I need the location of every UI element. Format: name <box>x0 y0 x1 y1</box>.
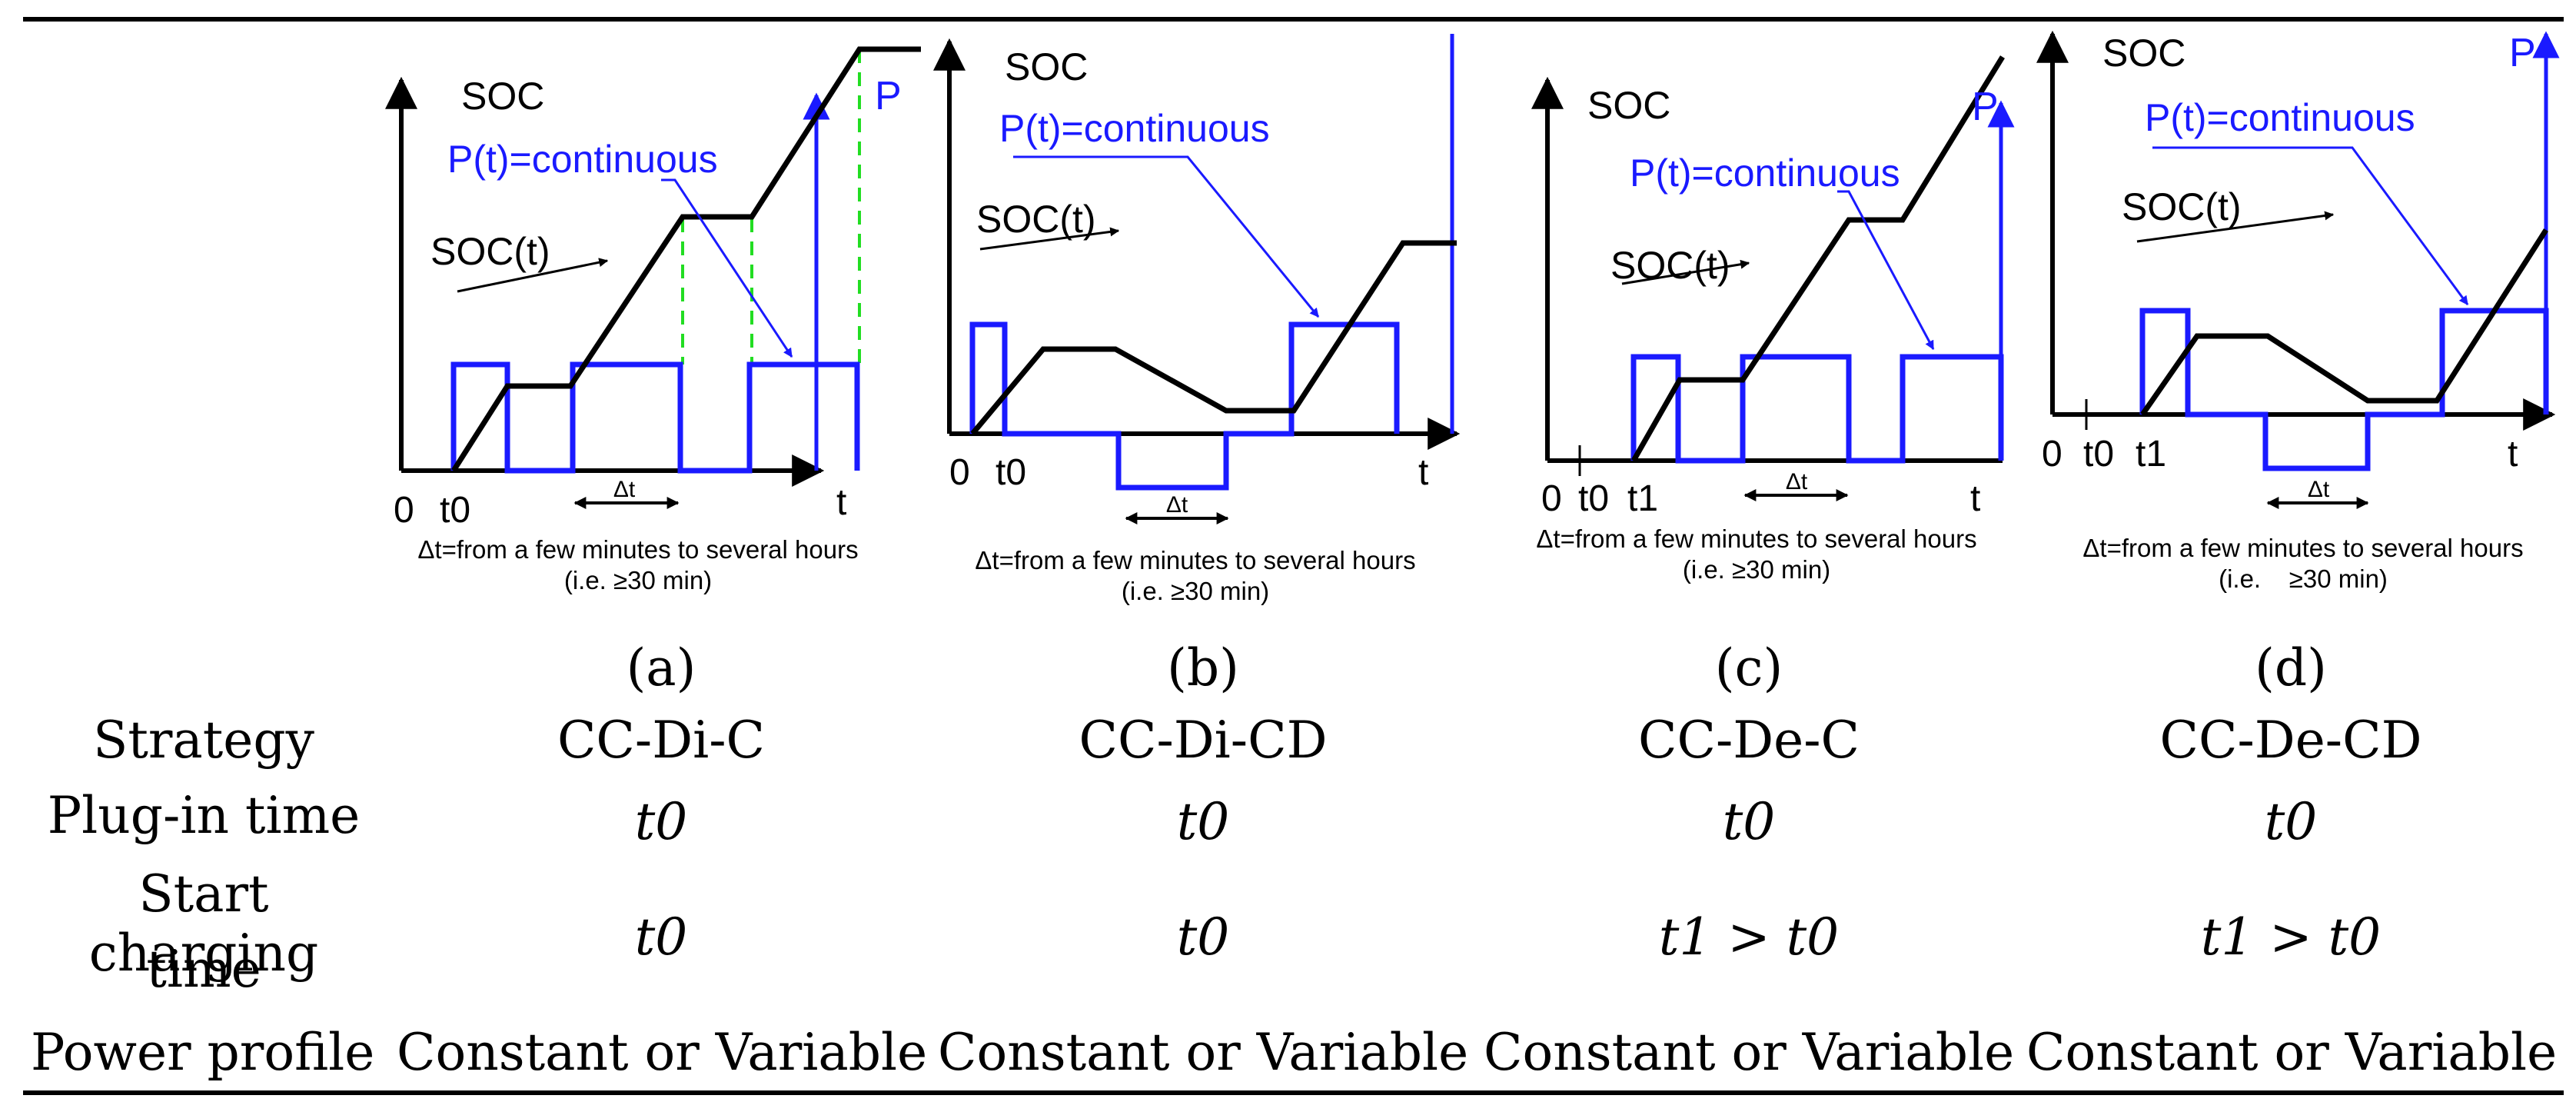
panel-a: SOC P(t)=continuous SOC(t) P 0 t0 t Δt Δ… <box>384 18 921 634</box>
pt-pointer <box>1013 155 1320 318</box>
caption-a: (a) <box>626 638 696 697</box>
dt-label: Δt <box>2308 477 2330 502</box>
caption-c: (c) <box>1714 638 1783 697</box>
strategy-b: CC-Di-CD <box>1079 711 1328 770</box>
note-line2: (i.e. ≥30 min) <box>1683 555 1830 584</box>
tick-t: t <box>1418 452 1428 493</box>
tick-0: 0 <box>394 490 414 531</box>
tick-t0: t0 <box>1578 478 1609 519</box>
plugin-b: t0 <box>1176 792 1230 851</box>
soc-label: SOC <box>1005 45 1088 88</box>
soc-curve <box>2140 228 2548 416</box>
power-profile <box>2139 308 2549 471</box>
soc-label: SOC <box>2102 32 2185 75</box>
p-label: P <box>2509 31 2536 75</box>
soct-pointer <box>457 258 609 293</box>
panel-a-figure: SOC P(t)=continuous SOC(t) P 0 t0 t Δt Δ… <box>385 46 921 594</box>
pt-label: P(t)=continuous <box>1630 151 1900 195</box>
soct-label: SOC(t) <box>2122 185 2242 228</box>
tick-t1: t1 <box>1627 478 1658 519</box>
caption-d: (d) <box>2255 638 2327 697</box>
soc-curve <box>1630 55 2005 462</box>
note-line2: (i.e. ≥30 min) <box>564 566 712 594</box>
soct-pointer <box>979 227 1120 251</box>
pt-pointer <box>2152 146 2469 305</box>
soct-pointer <box>2136 211 2335 243</box>
power-d: Constant or Variable <box>2026 1023 2558 1082</box>
soc-label: SOC <box>461 75 544 118</box>
power-label: Power profile <box>31 1023 375 1082</box>
plugin-a: t0 <box>634 792 688 851</box>
note-line1: Δt=from a few minutes to several hours <box>975 546 1415 574</box>
tick-t0: t0 <box>440 490 470 531</box>
tick-t0: t0 <box>995 452 1026 493</box>
soc-curve <box>970 240 1457 436</box>
strategy-label: Strategy <box>93 711 314 770</box>
start-label-line1: Start charging <box>88 864 319 983</box>
power-c: Constant or Variable <box>1484 1023 2015 1082</box>
soc-label: SOC <box>1587 84 1670 127</box>
plugin-d: t0 <box>2264 792 2318 851</box>
soct-label: SOC(t) <box>976 198 1096 241</box>
panel-d-figure: SOC P(t)=continuous SOC(t) P 0 t0 t1 t Δ… <box>2036 30 2560 593</box>
pt-pointer <box>661 178 793 358</box>
note-line2: (i.e. ≥30 min) <box>1122 577 1269 605</box>
power-profile <box>1630 354 2004 464</box>
panel-b: SOC P(t)=continuous SOC(t) 0 t0 t Δt Δt=… <box>933 18 1461 634</box>
pt-label: P(t)=continuous <box>2145 96 2415 139</box>
start-b: t0 <box>1176 907 1230 967</box>
note-line2: (i.e. ≥30 min) <box>2219 564 2388 593</box>
strategy-c: CC-De-C <box>1637 711 1860 770</box>
tick-t0: t0 <box>2083 434 2114 474</box>
start-a: t0 <box>634 907 688 967</box>
plugin-label: Plug-in time <box>47 786 361 845</box>
bottom-rule <box>23 1090 2564 1095</box>
tick-0: 0 <box>949 452 970 493</box>
power-b: Constant or Variable <box>938 1023 1469 1082</box>
dt-label: Δt <box>1786 469 1808 494</box>
soct-pointer <box>1621 259 1750 285</box>
pt-pointer <box>1837 190 1935 351</box>
tick-t1: t1 <box>2136 434 2166 474</box>
panel-c-figure: SOC P(t)=continuous SOC(t) P 0 t0 t1 t Δ… <box>1531 55 2015 584</box>
power-profile <box>969 321 1400 491</box>
start-d: t1 > t0 <box>2200 907 2382 967</box>
dt-label: Δt <box>1166 492 1188 518</box>
plugin-c: t0 <box>1722 792 1776 851</box>
p-label: P <box>875 74 902 118</box>
caption-b: (b) <box>1167 638 1239 697</box>
start-c: t1 > t0 <box>1658 907 1840 967</box>
strategy-d: CC-De-CD <box>2159 711 2422 770</box>
panel-d: SOC P(t)=continuous SOC(t) P 0 t0 t1 t Δ… <box>2029 18 2560 634</box>
pt-label: P(t)=continuous <box>999 107 1270 150</box>
top-rule <box>23 17 2564 22</box>
panel-c: SOC P(t)=continuous SOC(t) P 0 t0 t1 t Δ… <box>1526 18 2049 634</box>
p-label: P <box>1972 85 1999 129</box>
power-profile <box>450 361 860 474</box>
soct-label: SOC(t) <box>1610 244 1730 287</box>
guide-lines <box>681 49 861 365</box>
tick-t: t <box>836 482 846 523</box>
soc-curve <box>451 46 921 472</box>
tick-t: t <box>1970 478 1980 519</box>
note-line1: Δt=from a few minutes to several hours <box>2082 534 2523 562</box>
note-line1: Δt=from a few minutes to several hours <box>417 535 858 564</box>
strategy-a: CC-Di-C <box>557 711 766 770</box>
tick-0: 0 <box>1541 478 1562 519</box>
power-a: Constant or Variable <box>397 1023 928 1082</box>
start-label-line2: time <box>146 940 261 999</box>
pt-label: P(t)=continuous <box>447 138 718 181</box>
dt-label: Δt <box>613 477 636 502</box>
soct-label: SOC(t) <box>430 230 550 273</box>
note-line1: Δt=from a few minutes to several hours <box>1536 524 1976 553</box>
tick-t: t <box>2508 434 2518 474</box>
panel-b-figure: SOC P(t)=continuous SOC(t) 0 t0 t Δt Δt=… <box>933 34 1461 605</box>
tick-0: 0 <box>2042 434 2062 474</box>
